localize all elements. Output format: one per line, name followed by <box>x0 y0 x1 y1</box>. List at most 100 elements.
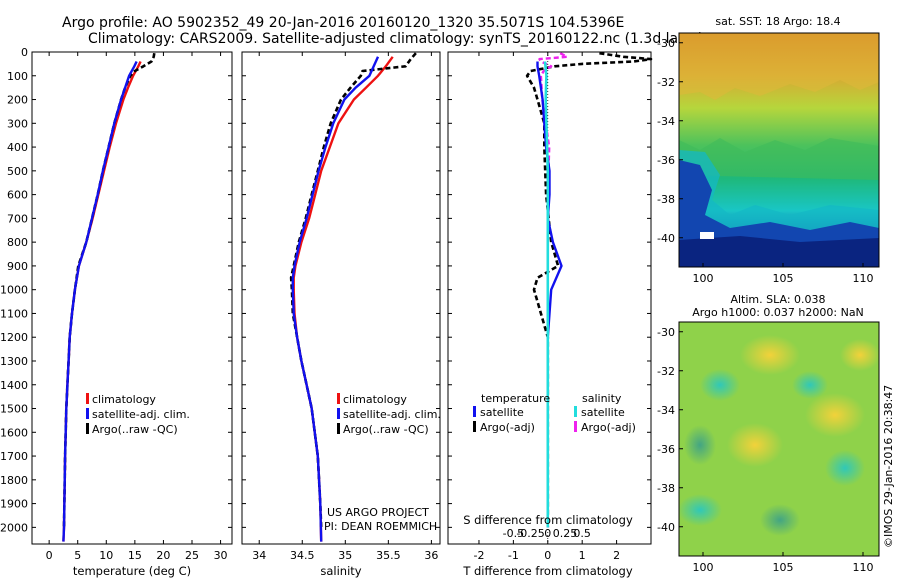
sla-high-anomaly <box>727 423 783 467</box>
series-line-climatology <box>62 60 142 542</box>
map-x-tick-label: 110 <box>853 272 874 285</box>
temperature-chart: 0 5 10 15 20 25 30 <box>46 52 228 562</box>
map-y-tick-label: -38 <box>657 193 675 206</box>
legend-swatch-s-argo <box>574 421 577 432</box>
sla-map-frame <box>678 321 880 557</box>
sla-map-axes: 100 105 110 -30 -32 -34 -36 -38 -40 <box>657 326 873 574</box>
difference-top-xlabel: S difference from climatology <box>463 513 633 527</box>
x-tick-label: 35 <box>338 549 352 562</box>
map-x-tick-label: 100 <box>693 561 714 574</box>
sst-green-band <box>679 138 879 180</box>
legend-label-argo: Argo(..raw -QC) <box>92 423 178 436</box>
legend-swatch-satellite <box>86 408 89 419</box>
legend-label-s-satellite: satellite <box>581 406 625 419</box>
map-x-tick-label: 105 <box>773 272 794 285</box>
salinity-legend: climatology satellite-adj. clim. Argo(..… <box>337 393 441 436</box>
salinity-xlabel: salinity <box>320 564 361 578</box>
salinity-panel-frame <box>241 51 441 545</box>
sla-low-anomaly <box>825 450 865 486</box>
sst-deep-blue-band <box>679 236 879 267</box>
legend-label-climatology: climatology <box>343 393 407 406</box>
depth-tick-label: 1100 <box>0 307 28 320</box>
top-x-tick-label: -0.5 <box>503 527 524 540</box>
depth-tick-label: 900 <box>7 260 28 273</box>
depth-tick-label: 100 <box>7 70 28 83</box>
sla-low-anomaly <box>760 504 800 536</box>
sst-map-frame <box>678 32 880 268</box>
sst-missing-data <box>700 232 714 239</box>
difference-legend: temperature salinity satellite Argo(-adj… <box>473 392 636 434</box>
x-tick-label: 5 <box>74 549 81 562</box>
series-line-satellite <box>291 56 380 542</box>
series-line-t-argo <box>525 51 653 528</box>
legend-label-argo: Argo(..raw -QC) <box>343 423 429 436</box>
legend-swatch-t-argo <box>473 421 476 432</box>
legend-label-t-argo: Argo(-adj) <box>480 421 535 434</box>
map-y-tick-label: -36 <box>657 443 675 456</box>
top-x-tick-label: 0.5 <box>573 527 591 540</box>
x-tick-label: 35.5 <box>376 549 401 562</box>
temperature-panel-frame <box>31 51 233 545</box>
sla-low-anomaly <box>684 425 716 465</box>
depth-tick-label: 1800 <box>0 474 28 487</box>
depth-tick-label: 1200 <box>0 331 28 344</box>
legend-label-t-satellite: satellite <box>480 406 524 419</box>
sst-map-title: sat. SST: 18 Argo: 18.4 <box>715 15 840 28</box>
map-y-tick-label: -30 <box>657 37 675 50</box>
series-line-climatology <box>292 56 394 542</box>
x-tick-label: 1 <box>579 549 586 562</box>
top-x-tick-label: -0.25 <box>516 527 544 540</box>
x-tick-label: 15 <box>128 549 142 562</box>
difference-chart: -2 -1 0 1 2 -0.5-0.25 0 0.250.5 <box>473 51 653 562</box>
x-tick-label: 34.5 <box>290 549 315 562</box>
sla-high-anomaly <box>840 339 879 371</box>
depth-tick-label: 1000 <box>0 284 28 297</box>
depth-tick-label: 1500 <box>0 403 28 416</box>
x-tick-label: -2 <box>473 549 484 562</box>
legend-swatch-s-satellite <box>574 406 577 417</box>
depth-tick-label: 1600 <box>0 426 28 439</box>
sla-low-anomaly <box>792 371 828 399</box>
sst-warm-band <box>679 33 879 100</box>
series-line-satellite <box>62 60 138 542</box>
x-tick-label: 0 <box>544 549 551 562</box>
project-annotation: US ARGO PROJECT <box>327 506 429 519</box>
x-tick-label: 30 <box>214 549 228 562</box>
map-y-tick-label: -34 <box>657 115 675 128</box>
temperature-xlabel: temperature (deg C) <box>73 564 191 578</box>
depth-tick-label: 1700 <box>0 450 28 463</box>
series-line-t-satellite <box>536 61 563 528</box>
depth-axis: 0 100 200 300 400 500 600 700 800 900 1000 1100 1200… <box>0 46 651 534</box>
map-x-tick-label: 100 <box>693 272 714 285</box>
legend-label-satellite: satellite-adj. clim. <box>92 408 190 421</box>
depth-tick-label: 800 <box>7 236 28 249</box>
map-y-tick-label: -40 <box>657 521 675 534</box>
depth-tick-label: 1300 <box>0 355 28 368</box>
difference-xlabel: T difference from climatology <box>462 564 633 578</box>
depth-tick-label: 2000 <box>0 521 28 534</box>
x-tick-label: 25 <box>185 549 199 562</box>
depth-tick-label: 700 <box>7 212 28 225</box>
legend-label-climatology: climatology <box>92 393 156 406</box>
sst-map-axes: 100 105 110 -30 -32 -34 -36 -38 -40 <box>657 37 873 285</box>
sla-map-image <box>679 322 879 556</box>
legend-label-satellite: satellite-adj. clim. <box>343 408 441 421</box>
sla-low-anomaly <box>700 369 740 401</box>
depth-tick-label: 500 <box>7 165 28 178</box>
x-tick-label: -1 <box>508 549 519 562</box>
x-tick-label: 20 <box>156 549 170 562</box>
sla-map-title-line2: Argo h1000: 0.037 h2000: NaN <box>692 306 864 319</box>
depth-tick-label: 600 <box>7 189 28 202</box>
map-x-tick-label: 110 <box>853 561 874 574</box>
sla-map-title-line1: Altim. SLA: 0.038 <box>730 293 825 306</box>
depth-tick-label: 1400 <box>0 379 28 392</box>
pi-annotation: PI: DEAN ROEMMICH <box>324 520 437 533</box>
legend-swatch-satellite <box>337 408 340 419</box>
temperature-legend: climatology satellite-adj. clim. Argo(..… <box>86 393 190 436</box>
depth-tick-label: 1900 <box>0 498 28 511</box>
map-y-tick-label: -38 <box>657 482 675 495</box>
x-tick-label: 2 <box>613 549 620 562</box>
imos-credit: ©IMOS 29-Jan-2016 20:38:47 <box>882 385 895 548</box>
series-line-s-satellite <box>543 61 550 528</box>
